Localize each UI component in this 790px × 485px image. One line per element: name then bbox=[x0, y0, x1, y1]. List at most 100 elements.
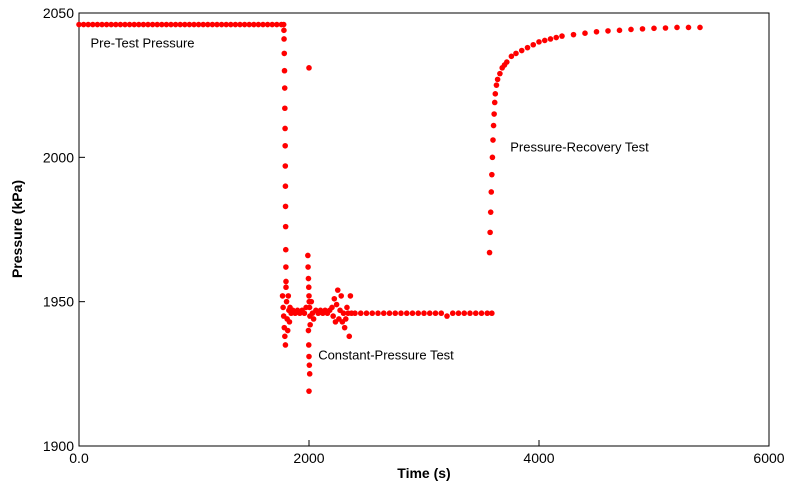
data-point bbox=[346, 333, 353, 340]
x-axis-title: Time (s) bbox=[397, 465, 450, 481]
data-point bbox=[530, 41, 537, 48]
data-point bbox=[380, 310, 387, 317]
data-point bbox=[547, 36, 554, 42]
data-point bbox=[697, 24, 703, 31]
data-point bbox=[490, 137, 496, 143]
data-point bbox=[341, 324, 348, 331]
data-point bbox=[306, 293, 312, 299]
data-point bbox=[286, 319, 293, 325]
data-point bbox=[159, 21, 165, 28]
data-point bbox=[559, 33, 565, 39]
data-point bbox=[285, 293, 292, 299]
data-point bbox=[281, 85, 288, 91]
data-point bbox=[282, 163, 289, 169]
data-point bbox=[85, 21, 91, 28]
y-axis-ticks: 1900 1950 2000 2050 bbox=[43, 5, 85, 454]
data-point bbox=[386, 310, 393, 317]
data-point bbox=[80, 21, 87, 28]
data-point bbox=[438, 310, 445, 317]
data-point bbox=[674, 24, 680, 31]
data-point bbox=[616, 27, 623, 34]
data-point bbox=[154, 21, 160, 28]
data-point bbox=[205, 21, 211, 28]
data-point bbox=[195, 21, 202, 28]
data-point bbox=[486, 249, 493, 256]
data-point bbox=[274, 21, 280, 28]
data-point bbox=[472, 310, 479, 317]
x-tick-label: 6000 bbox=[753, 450, 784, 466]
data-point bbox=[306, 353, 312, 360]
data-point bbox=[149, 21, 156, 28]
data-point bbox=[369, 310, 376, 317]
data-point bbox=[280, 21, 287, 28]
data-point bbox=[264, 21, 271, 28]
data-point bbox=[301, 310, 308, 317]
data-point bbox=[145, 21, 151, 28]
data-point bbox=[282, 203, 289, 210]
x-axis-ticks: 0.0 2000 4000 6000 bbox=[69, 440, 785, 466]
data-point bbox=[343, 316, 349, 322]
data-point bbox=[218, 21, 225, 28]
data-point bbox=[306, 304, 313, 311]
data-point bbox=[392, 310, 399, 317]
data-point bbox=[223, 21, 229, 28]
data-point bbox=[228, 21, 234, 28]
data-point bbox=[260, 21, 266, 28]
data-point bbox=[282, 342, 289, 348]
data-point bbox=[497, 70, 503, 77]
data-point bbox=[494, 76, 501, 83]
data-point bbox=[307, 321, 313, 328]
data-point bbox=[237, 21, 243, 28]
data-point bbox=[280, 304, 286, 311]
data-point bbox=[305, 252, 311, 259]
data-point bbox=[172, 21, 179, 28]
y-tick-label: 1900 bbox=[43, 438, 74, 454]
data-point bbox=[344, 304, 350, 311]
data-point bbox=[508, 53, 515, 60]
data-point bbox=[363, 310, 370, 317]
data-point bbox=[306, 65, 312, 71]
data-point bbox=[283, 278, 289, 285]
data-point bbox=[488, 189, 495, 195]
data-point bbox=[182, 21, 188, 28]
x-tick-label: 4000 bbox=[523, 450, 554, 466]
data-point bbox=[232, 21, 239, 28]
data-point bbox=[255, 21, 262, 28]
data-point bbox=[491, 111, 497, 117]
data-point bbox=[487, 229, 493, 236]
y-axis-title: Pressure (kPa) bbox=[9, 180, 25, 278]
data-point bbox=[305, 275, 312, 282]
data-point bbox=[553, 34, 560, 41]
data-point bbox=[122, 21, 128, 28]
data-point bbox=[209, 21, 216, 28]
data-point bbox=[108, 21, 114, 28]
data-point bbox=[308, 298, 315, 305]
data-point bbox=[639, 26, 646, 32]
data-point bbox=[281, 27, 287, 34]
data-point bbox=[186, 21, 193, 28]
data-point bbox=[662, 25, 669, 31]
data-point bbox=[281, 36, 287, 42]
data-point bbox=[282, 183, 289, 189]
data-point bbox=[628, 26, 634, 33]
data-point bbox=[90, 21, 96, 28]
data-point bbox=[338, 293, 345, 299]
data-point bbox=[246, 21, 252, 28]
data-point bbox=[269, 21, 276, 28]
data-point bbox=[415, 310, 422, 317]
data-point bbox=[284, 327, 291, 334]
data-point bbox=[426, 310, 433, 317]
data-point bbox=[449, 310, 456, 317]
y-tick-label: 2050 bbox=[43, 5, 74, 21]
y-tick-label: 2000 bbox=[43, 149, 74, 165]
data-point bbox=[168, 21, 174, 28]
data-point bbox=[467, 310, 473, 317]
data-point bbox=[241, 21, 248, 28]
data-point bbox=[461, 310, 468, 317]
data-point bbox=[305, 284, 312, 291]
data-point bbox=[99, 21, 105, 28]
data-point bbox=[651, 25, 657, 32]
data-point bbox=[306, 362, 313, 368]
data-point bbox=[177, 21, 183, 28]
data-point bbox=[582, 30, 588, 37]
